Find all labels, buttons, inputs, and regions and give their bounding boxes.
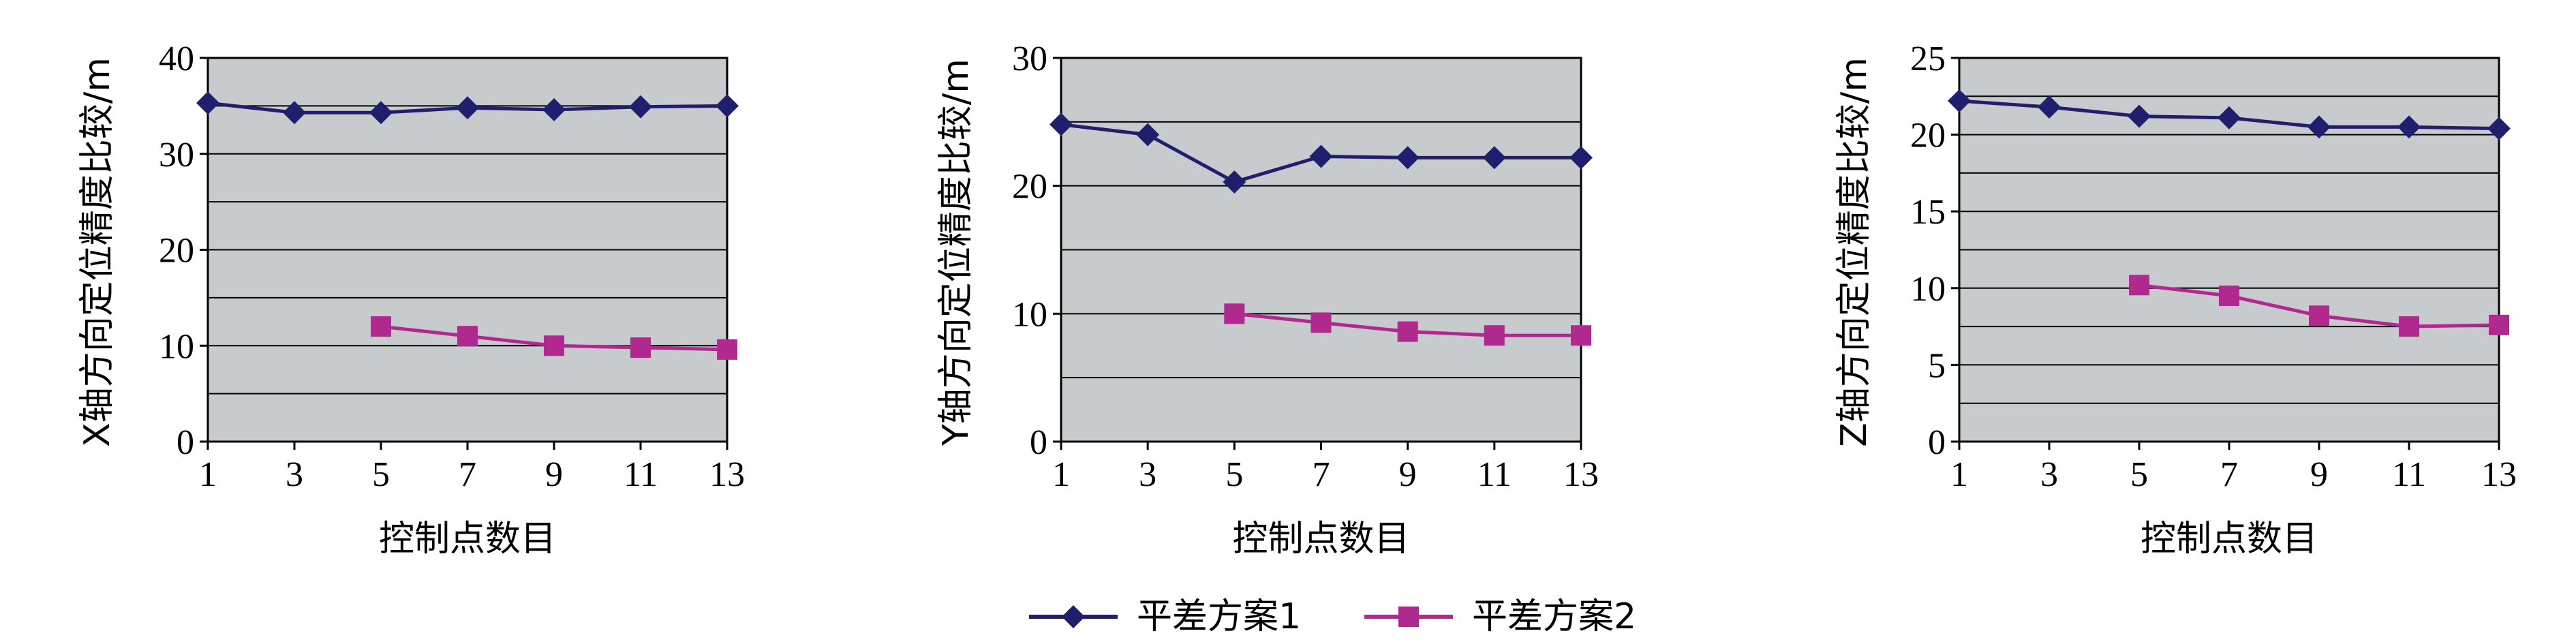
legend-label-series2: 平差方案2 [1472, 596, 1636, 637]
x-axis-title: 控制点数目 [2141, 519, 2318, 559]
y-tick-label: 20 [1012, 168, 1047, 206]
x-tick-label: 7 [2220, 455, 2238, 494]
series2-point [630, 337, 651, 358]
y-tick-label: 25 [1910, 40, 1946, 78]
series1-point [196, 91, 219, 115]
x-tick-label: 5 [1225, 455, 1243, 494]
series1-point [1309, 144, 1333, 168]
y-axis-title: X轴方向定位精度比较/m [77, 57, 118, 447]
series1-point [283, 101, 306, 125]
x-tick-label: 3 [1139, 455, 1156, 494]
legend-marker-square [1398, 607, 1419, 627]
y-axis-title: Y轴方向定位精度比较/m [936, 59, 977, 446]
series2-point [2399, 316, 2419, 337]
series2-point [2129, 275, 2149, 296]
y-tick-label: 0 [1030, 423, 1047, 462]
y-tick-label: 20 [1910, 117, 1946, 155]
y-tick-label: 30 [1012, 40, 1047, 78]
y-tick-label: 10 [1910, 270, 1946, 309]
y-tick-label: 40 [159, 40, 194, 78]
series1-point [716, 94, 739, 118]
x-axis-title: 控制点数目 [1232, 519, 1409, 559]
series2-point [1397, 321, 1418, 342]
y-tick-label: 10 [159, 327, 194, 366]
series1-point [1049, 112, 1073, 136]
x-tick-label: 9 [545, 455, 563, 494]
y-tick-label: 20 [159, 232, 194, 271]
y-tick-label: 30 [159, 136, 194, 174]
x-tick-label: 9 [2310, 455, 2328, 494]
series2-point [2309, 305, 2329, 326]
y-tick-label: 0 [1928, 423, 1946, 462]
y-tick-label: 15 [1910, 193, 1946, 232]
series2-point [1484, 325, 1505, 346]
x-tick-label: 11 [2392, 455, 2426, 494]
y-axis-title: Z轴方向定位精度比较/m [1834, 57, 1875, 447]
series2-point [1310, 312, 1332, 333]
legend-marker-diamond [1062, 605, 1085, 628]
series2-point [544, 335, 564, 356]
series2-point [717, 339, 737, 360]
series1-point [369, 101, 393, 125]
series2-point [1224, 303, 1245, 324]
x-tick-label: 13 [709, 455, 745, 494]
series2-point [2219, 286, 2239, 307]
y-tick-label: 10 [1012, 295, 1047, 334]
series2-point [371, 316, 391, 337]
series1-point [1136, 123, 1160, 147]
x-axis-title: 控制点数目 [379, 519, 556, 559]
legend: 平差方案1 平差方案2 [1029, 596, 1636, 637]
x-tick-label: 7 [1313, 455, 1330, 494]
series1-point [456, 96, 479, 120]
x-tick-label: 1 [1950, 455, 1968, 494]
x-tick-label: 7 [459, 455, 476, 494]
x-tick-label: 3 [286, 455, 303, 494]
series2-point [1571, 325, 1591, 346]
series2-point [457, 326, 478, 347]
series1-point [629, 95, 652, 119]
x-tick-label: 1 [1052, 455, 1070, 494]
x-tick-label: 13 [1563, 455, 1599, 494]
x-tick-label: 3 [2040, 455, 2058, 494]
legend-label-series1: 平差方案1 [1137, 596, 1301, 637]
series1-point [542, 98, 566, 121]
y-tick-label: 5 [1928, 346, 1946, 385]
x-tick-label: 11 [624, 455, 658, 494]
x-tick-label: 1 [199, 455, 217, 494]
x-tick-label: 9 [1399, 455, 1417, 494]
x-tick-label: 13 [2481, 455, 2517, 494]
x-tick-label: 5 [372, 455, 390, 494]
x-tick-label: 5 [2130, 455, 2148, 494]
y-tick-label: 0 [177, 423, 194, 462]
series2-point [2489, 314, 2509, 335]
x-tick-label: 11 [1477, 455, 1512, 494]
